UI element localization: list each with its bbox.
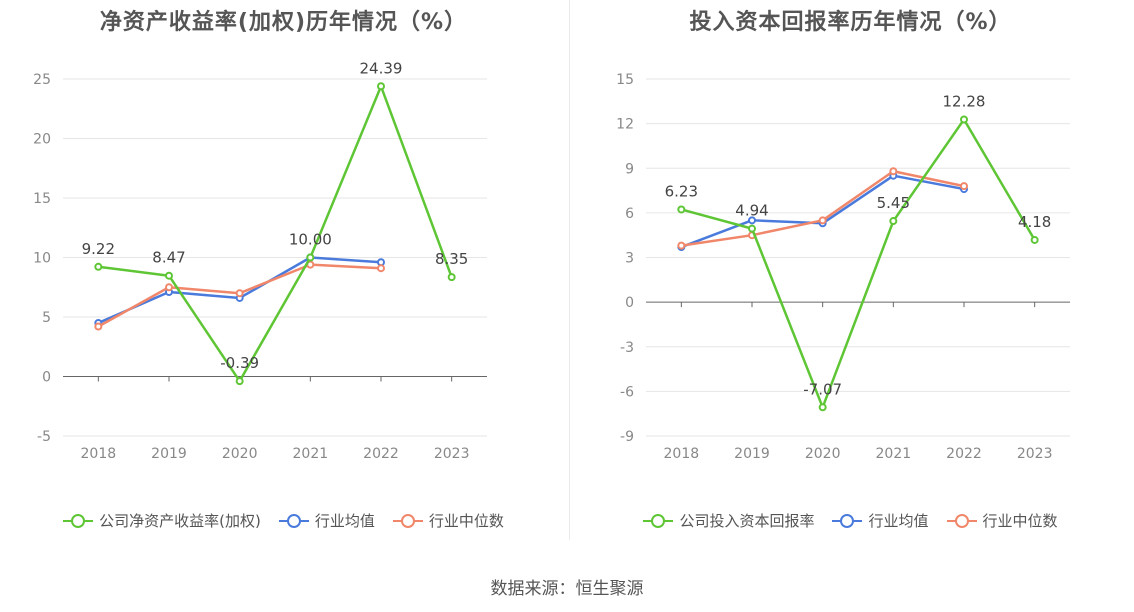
data-point: [447, 273, 456, 282]
data-label: 4.94: [735, 202, 768, 220]
data-point: [235, 289, 244, 298]
y-tick-label: 9: [625, 161, 634, 177]
data-label: 12.28: [943, 92, 986, 110]
data-point: [377, 264, 385, 273]
chart-title: 投入资本回报率历年情况（%）: [689, 10, 1012, 35]
x-tick-label: 2022: [363, 446, 399, 462]
y-tick-label: -9: [620, 429, 634, 445]
chart-title: 净资产收益率(加权)历年情况（%）: [99, 10, 468, 35]
roic-chart-panel: 投入资本回报率历年情况（%） -9 -6 -3 0 3 6 9 12 15 2018 2019 202…: [567, 0, 1134, 560]
legend-item[interactable]: 公司投入资本回报率: [643, 510, 814, 531]
data-label: 10.00: [289, 231, 332, 249]
data-label: 8.47: [152, 249, 185, 267]
legend-item[interactable]: 公司净资产收益率(加权): [63, 510, 261, 531]
y-tick-label: 15: [616, 72, 634, 88]
series-line: [98, 85, 453, 383]
series-line: [681, 118, 1036, 409]
roe-legend: 公司净资产收益率(加权) 行业均值 行业中位数: [0, 510, 567, 531]
x-tick-label: 2020: [222, 446, 258, 462]
legend-label: 行业中位数: [428, 512, 504, 530]
data-point: [235, 377, 244, 386]
y-tick-label: 15: [33, 191, 51, 207]
roe-chart: -5 0 5 10 15 20 25 2018 2019 2020 2021 2022 2023 9.22…: [33, 59, 487, 462]
legend-label: 公司净资产收益率(加权): [99, 512, 261, 530]
data-label: -7.07: [803, 380, 842, 398]
data-point: [165, 283, 173, 292]
y-tick-label: 3: [625, 251, 634, 267]
x-tick-label: 2018: [664, 446, 700, 462]
data-label: 24.39: [360, 59, 403, 77]
x-tick-label: 2021: [293, 446, 329, 462]
x-tick-label: 2019: [734, 446, 770, 462]
y-tick-label: 5: [42, 310, 51, 326]
data-source: 数据来源：恒生聚源: [490, 579, 644, 599]
data-point: [818, 403, 827, 412]
data-point: [165, 271, 173, 280]
legend-marker-icon: [832, 513, 863, 528]
y-tick-label: 10: [33, 251, 51, 267]
data-point: [677, 205, 686, 214]
data-point: [960, 182, 968, 191]
x-tick-label: 2018: [81, 446, 117, 462]
panel-divider: [569, 0, 570, 540]
legend-item[interactable]: 行业中位数: [392, 510, 504, 531]
y-tick-label: -5: [37, 429, 51, 445]
legend-label: 公司投入资本回报率: [679, 512, 815, 530]
y-tick-label: 6: [625, 206, 634, 222]
roic-legend: 公司投入资本回报率 行业均值 行业中位数: [567, 510, 1134, 531]
data-point: [889, 217, 898, 226]
roe-chart-panel: 净资产收益率(加权)历年情况（%） -5 0 5 10 15 20 25 2018 2019 20…: [0, 0, 567, 560]
x-tick-label: 2023: [434, 446, 470, 462]
x-tick-label: 2023: [1017, 446, 1053, 462]
data-label: 4.18: [1018, 213, 1051, 231]
legend-label: 行业均值: [314, 512, 375, 530]
legend-marker-icon: [946, 513, 977, 528]
legend-item[interactable]: 行业均值: [278, 510, 375, 531]
data-point: [889, 167, 898, 176]
y-tick-label: -3: [620, 340, 634, 356]
roic-chart: -9 -6 -3 0 3 6 9 12 15 2018 2019 2020 2021 2022 2023 6.…: [616, 72, 1070, 462]
data-point: [748, 224, 756, 233]
data-point: [377, 82, 385, 91]
y-tick-label: 12: [616, 117, 634, 133]
data-point: [94, 262, 103, 271]
y-tick-label: 0: [625, 295, 634, 311]
data-point: [1030, 235, 1039, 244]
y-tick-label: 0: [42, 370, 51, 386]
x-tick-label: 2021: [876, 446, 912, 462]
y-tick-label: 20: [33, 132, 51, 148]
series-line: [680, 174, 965, 249]
data-point: [818, 216, 827, 225]
legend-marker-icon: [392, 513, 423, 528]
legend-item[interactable]: 行业均值: [832, 510, 929, 531]
x-tick-label: 2020: [805, 446, 841, 462]
data-label: 8.35: [435, 250, 468, 268]
data-label: 9.22: [82, 240, 115, 258]
y-tick-label: -6: [620, 384, 634, 400]
data-label: 6.23: [665, 182, 698, 200]
y-tick-label: 25: [33, 72, 51, 88]
data-point: [94, 322, 103, 331]
data-point: [677, 241, 686, 250]
legend-marker-icon: [63, 513, 94, 528]
legend-label: 行业中位数: [982, 512, 1058, 530]
data-point: [960, 115, 968, 124]
x-tick-label: 2022: [946, 446, 982, 462]
data-label: 5.45: [877, 194, 910, 212]
legend-label: 行业均值: [868, 512, 929, 530]
data-point: [306, 253, 315, 262]
data-point: [748, 216, 756, 225]
legend-item[interactable]: 行业中位数: [946, 510, 1058, 531]
data-label: -0.39: [220, 354, 259, 372]
legend-marker-icon: [278, 513, 309, 528]
legend-marker-icon: [643, 513, 674, 528]
x-tick-label: 2019: [151, 446, 187, 462]
